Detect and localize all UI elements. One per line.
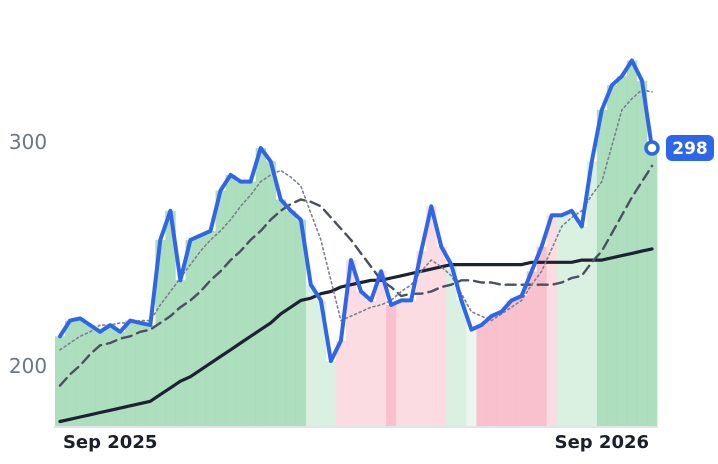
zone-bar: [536, 246, 547, 426]
zone-bar: [426, 206, 437, 426]
zone-bar: [436, 246, 447, 426]
zone-bar: [155, 239, 166, 426]
zone-bar: [416, 251, 427, 426]
x-tick-label: Sep 2026: [555, 432, 649, 453]
zone-bar: [265, 161, 277, 426]
zone-bar: [616, 76, 628, 427]
zone-bar: [556, 215, 568, 426]
zone-bar: [175, 280, 186, 426]
zone-bar: [596, 109, 608, 426]
zone-bar: [396, 300, 407, 426]
y-tick-label: 200: [9, 354, 47, 378]
zone-bar: [636, 80, 648, 426]
zone-bar: [486, 316, 497, 426]
zone-bar: [456, 300, 467, 426]
zone-bar: [406, 300, 417, 426]
zone-bar: [125, 320, 136, 426]
zone-bar: [305, 284, 317, 426]
zone-bar: [315, 300, 327, 426]
zone-bar: [235, 181, 246, 426]
zone-bar: [335, 340, 347, 426]
zone-bar: [516, 295, 527, 426]
zone-bar: [135, 322, 146, 426]
zone-bar: [325, 360, 337, 426]
zone-bar: [446, 264, 457, 426]
zone-bar: [345, 260, 357, 426]
zone-bar: [54, 336, 66, 426]
zone-bar: [95, 331, 106, 426]
zone-bar: [546, 215, 557, 426]
zone-bar: [145, 325, 156, 426]
zone-bar: [606, 85, 618, 426]
zone-bar: [255, 147, 266, 426]
zone-bar: [105, 325, 116, 426]
zone-bar: [356, 291, 367, 426]
zone-bar: [626, 60, 638, 427]
zone-bar: [386, 304, 397, 426]
zone-bar: [496, 311, 507, 426]
zone-bar: [205, 230, 216, 426]
x-tick-label: Sep 2025: [63, 432, 157, 453]
zone-bar: [195, 235, 206, 426]
series-line: [59, 88, 653, 351]
zone-bar: [225, 174, 236, 426]
zone-bar: [185, 239, 196, 426]
zone-bar: [566, 210, 578, 426]
zone-bar: [215, 190, 226, 426]
zone-bar: [75, 318, 86, 426]
zone-bar: [646, 147, 658, 426]
y-tick-label: 300: [9, 130, 47, 154]
zone-bar: [586, 161, 598, 426]
zone-bar: [576, 226, 588, 426]
zone-bar: [245, 181, 256, 426]
zone-bar: [376, 271, 387, 426]
last-value-pill: [666, 134, 714, 161]
last-value-label: 298: [672, 139, 708, 159]
zone-bar: [165, 210, 176, 426]
series-line: [58, 58, 654, 363]
zone-bar: [366, 300, 377, 426]
zone-bar: [115, 331, 126, 426]
zone-bar: [285, 210, 297, 426]
zone-bar: [466, 329, 477, 426]
zone-bar: [295, 219, 307, 426]
zone-bar: [506, 300, 517, 426]
zone-bar: [526, 271, 537, 426]
series-line: [58, 247, 654, 424]
zone-bar: [85, 325, 96, 426]
zone-bar: [476, 325, 487, 426]
series-line: [58, 164, 654, 387]
last-point: [644, 140, 660, 156]
